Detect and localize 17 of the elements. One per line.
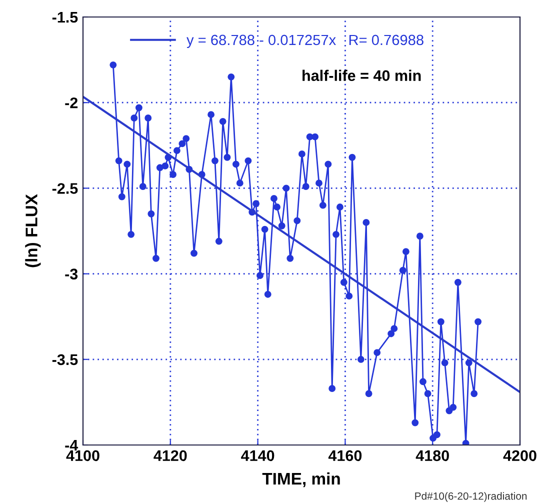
x-axis-title: TIME, min	[262, 472, 340, 488]
y-tick-label: -1.5	[52, 12, 78, 23]
text: Pd#10(6-20-12)radiation	[415, 492, 527, 502]
y-tick-label: -3.5	[52, 354, 78, 366]
x-tick-label: 4200	[503, 450, 536, 462]
x-tick-label: 4140	[241, 450, 274, 462]
x-tick-label: 4100	[66, 450, 100, 462]
x-tick-label: 4180	[416, 450, 449, 462]
y-tick-label: -2	[65, 97, 78, 108]
y-tick-label: -3	[65, 268, 78, 280]
annotation: half-life = 40 min	[302, 70, 421, 82]
y-tick-label: -2.5	[52, 183, 78, 194]
x-tick-label: 4120	[154, 450, 187, 462]
y-tick-label: -4	[65, 440, 78, 451]
legend-label: y = 68.788 - 0.017257x R= 0.76988	[186, 34, 424, 48]
x-tick-label: 4160	[328, 450, 362, 462]
y-axis-title: (ln) FLUX	[25, 194, 41, 268]
